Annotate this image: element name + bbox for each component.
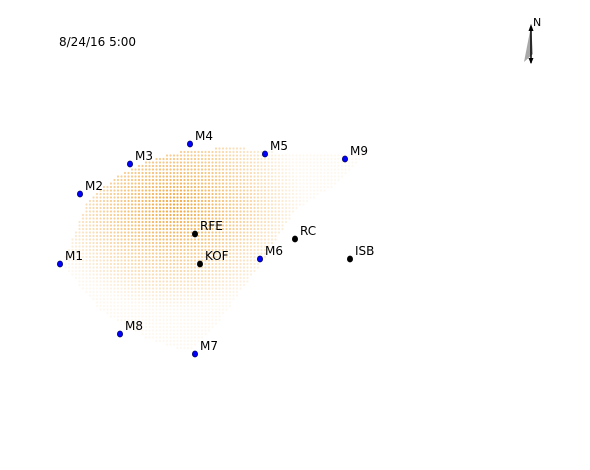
station-label: M9 (350, 144, 368, 158)
concentration-plume (60, 147, 365, 350)
station-marker (191, 350, 198, 358)
station-label: RFE (200, 219, 223, 233)
station-label: M5 (270, 139, 288, 153)
station-kof: KOF (196, 249, 229, 268)
station-marker (261, 150, 268, 158)
station-m7: M7 (191, 339, 218, 358)
station-rc: RC (291, 224, 316, 243)
station-label: M8 (125, 319, 143, 333)
station-m3: M3 (127, 149, 153, 168)
station-isb: ISB (346, 244, 374, 263)
station-marker (186, 140, 193, 148)
station-rfe: RFE (191, 219, 223, 238)
station-label: RC (300, 224, 316, 238)
station-marker (341, 155, 348, 163)
station-marker (256, 255, 263, 263)
station-m2: M2 (77, 179, 103, 198)
station-m4: M4 (186, 129, 213, 148)
station-label: M4 (195, 129, 213, 143)
timestamp-label: 8/24/16 5:00 (59, 35, 137, 49)
north-arrow-icon (524, 24, 534, 64)
station-marker (77, 190, 84, 198)
station-marker (117, 330, 124, 338)
station-label: M6 (265, 244, 283, 258)
station-m5: M5 (261, 139, 288, 158)
station-marker (291, 235, 298, 243)
station-label: M3 (135, 149, 153, 163)
station-m6: M6 (256, 244, 283, 263)
station-marker (191, 230, 198, 238)
station-marker (57, 260, 64, 268)
station-label: M1 (65, 249, 83, 263)
station-label: KOF (205, 249, 229, 263)
station-m1: M1 (57, 249, 83, 268)
station-marker (127, 160, 134, 168)
station-marker (196, 260, 203, 268)
station-label: ISB (355, 244, 374, 258)
station-markers: M1 M2 M3 M4 M5 M6 M7 M8 M9 RFE KOF RC ISB (57, 129, 374, 358)
station-m9: M9 (341, 144, 368, 163)
station-label: M7 (200, 339, 218, 353)
station-label: M2 (85, 179, 103, 193)
station-m8: M8 (117, 319, 143, 338)
north-label: N (533, 16, 542, 29)
station-marker (346, 255, 353, 263)
